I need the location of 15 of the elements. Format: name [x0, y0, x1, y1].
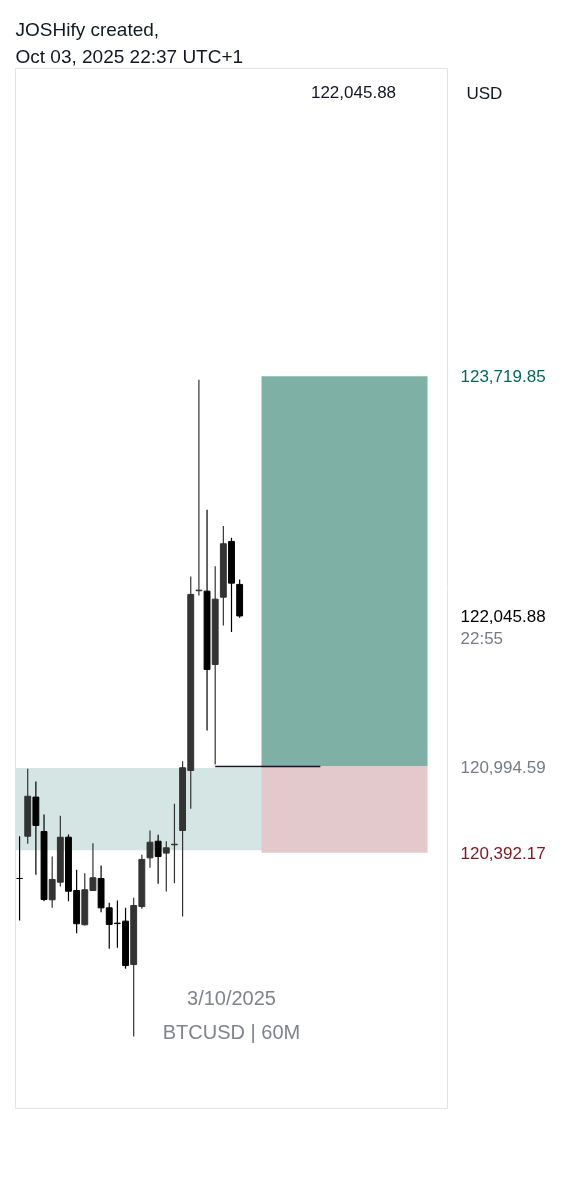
text: JOSHify created, — [15, 18, 160, 40]
candlestick — [154, 834, 162, 885]
y-axis-title: USD — [466, 84, 503, 103]
candlestick — [162, 840, 170, 893]
annotation: 122,045.88 — [310, 82, 397, 102]
y-tick-label: 120,994.59 — [460, 757, 546, 777]
annotation: 3/10/2025 — [187, 986, 276, 1009]
annotation: BTCUSD | 60M — [162, 1020, 301, 1043]
text: Oct 03, 2025 22:37 UTC+1 — [15, 45, 244, 67]
y-tick-label: 120,392.17 — [460, 843, 546, 863]
candlestick — [146, 829, 154, 869]
y-tick-label: 123,719.85 — [460, 367, 546, 387]
y-tick-label: 122,045.88 — [460, 606, 546, 626]
text: 22:55 — [460, 629, 504, 649]
candlestick — [195, 379, 203, 597]
